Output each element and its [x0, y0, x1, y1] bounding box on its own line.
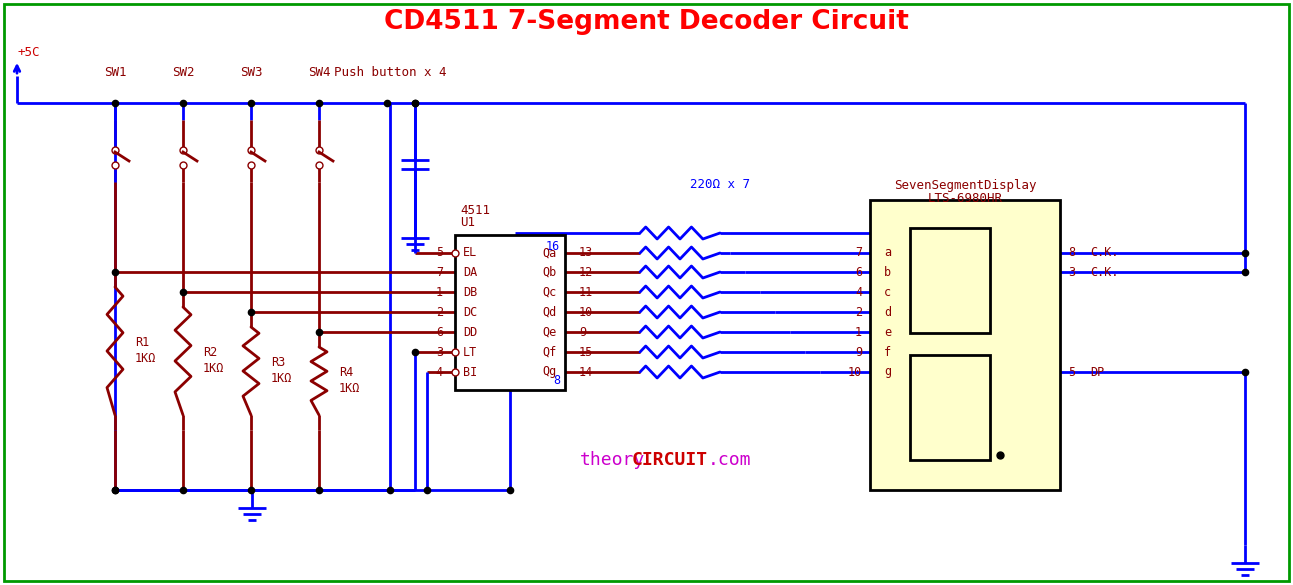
Text: 3: 3: [436, 346, 443, 359]
Text: 15: 15: [579, 346, 593, 359]
Text: Qe: Qe: [543, 325, 557, 339]
Text: b: b: [884, 266, 891, 278]
Text: 8: 8: [1068, 246, 1074, 260]
Text: 220Ω x 7: 220Ω x 7: [690, 178, 750, 191]
Text: C.K.: C.K.: [1090, 246, 1118, 260]
Text: 6: 6: [855, 266, 862, 278]
Text: d: d: [884, 305, 891, 318]
Text: 9: 9: [579, 325, 586, 339]
Text: 7: 7: [855, 246, 862, 260]
Text: 11: 11: [579, 285, 593, 298]
Text: SW1: SW1: [103, 66, 127, 78]
Text: 10: 10: [848, 366, 862, 378]
Text: 1KΩ: 1KΩ: [272, 373, 292, 386]
Text: c: c: [884, 285, 891, 298]
Text: SW3: SW3: [239, 66, 262, 78]
Text: 1KΩ: 1KΩ: [203, 363, 225, 376]
Text: LT: LT: [463, 346, 477, 359]
Text: Qd: Qd: [543, 305, 557, 318]
Text: LTS-6980HR: LTS-6980HR: [927, 191, 1002, 205]
Text: .com: .com: [709, 451, 751, 469]
Text: f: f: [884, 346, 891, 359]
Text: 12: 12: [579, 266, 593, 278]
Bar: [870, 200, 1060, 490]
Text: C.K.: C.K.: [1090, 266, 1118, 278]
Text: DA: DA: [463, 266, 477, 278]
Text: 4: 4: [436, 366, 443, 378]
Text: DP: DP: [1090, 366, 1104, 378]
Bar: [910, 355, 990, 460]
Text: theory: theory: [581, 451, 645, 469]
Text: 10: 10: [579, 305, 593, 318]
Text: R1: R1: [134, 336, 149, 349]
Text: CD4511 7-Segment Decoder Circuit: CD4511 7-Segment Decoder Circuit: [384, 9, 909, 35]
Text: CIRCUIT: CIRCUIT: [632, 451, 709, 469]
Text: 1KΩ: 1KΩ: [134, 353, 156, 366]
Text: SW2: SW2: [172, 66, 194, 78]
Text: DC: DC: [463, 305, 477, 318]
Bar: [455, 235, 565, 390]
Text: R2: R2: [203, 346, 217, 360]
Text: 5: 5: [436, 246, 443, 260]
Text: Qa: Qa: [543, 246, 557, 260]
Text: 13: 13: [579, 246, 593, 260]
Text: 2: 2: [436, 305, 443, 318]
Text: 7: 7: [436, 266, 443, 278]
Text: DD: DD: [463, 325, 477, 339]
Text: SevenSegmentDisplay: SevenSegmentDisplay: [893, 180, 1036, 192]
Text: BI: BI: [463, 366, 477, 378]
Text: Push button x 4: Push button x 4: [334, 66, 446, 78]
Text: 9: 9: [855, 346, 862, 359]
Text: R4: R4: [339, 366, 353, 380]
Text: e: e: [884, 325, 891, 339]
Text: 16: 16: [546, 239, 560, 253]
Text: g: g: [884, 366, 891, 378]
Text: 4: 4: [855, 285, 862, 298]
Text: +5C: +5C: [17, 46, 40, 59]
Text: 8: 8: [553, 373, 560, 387]
Text: 6: 6: [436, 325, 443, 339]
Text: 4511: 4511: [460, 205, 490, 218]
Text: EL: EL: [463, 246, 477, 260]
Text: Qc: Qc: [543, 285, 557, 298]
Text: 1: 1: [855, 325, 862, 339]
Text: U1: U1: [460, 216, 475, 229]
Text: R3: R3: [272, 356, 286, 370]
Text: Qb: Qb: [543, 266, 557, 278]
Text: a: a: [884, 246, 891, 260]
Text: 1KΩ: 1KΩ: [339, 383, 361, 395]
Text: Qf: Qf: [543, 346, 557, 359]
Text: SW4: SW4: [308, 66, 330, 78]
Text: 5: 5: [1068, 366, 1074, 378]
Text: 2: 2: [855, 305, 862, 318]
Text: DB: DB: [463, 285, 477, 298]
Text: 14: 14: [579, 366, 593, 378]
Text: 3: 3: [1068, 266, 1074, 278]
Text: Qg: Qg: [543, 366, 557, 378]
Bar: [910, 228, 990, 333]
Text: 1: 1: [436, 285, 443, 298]
